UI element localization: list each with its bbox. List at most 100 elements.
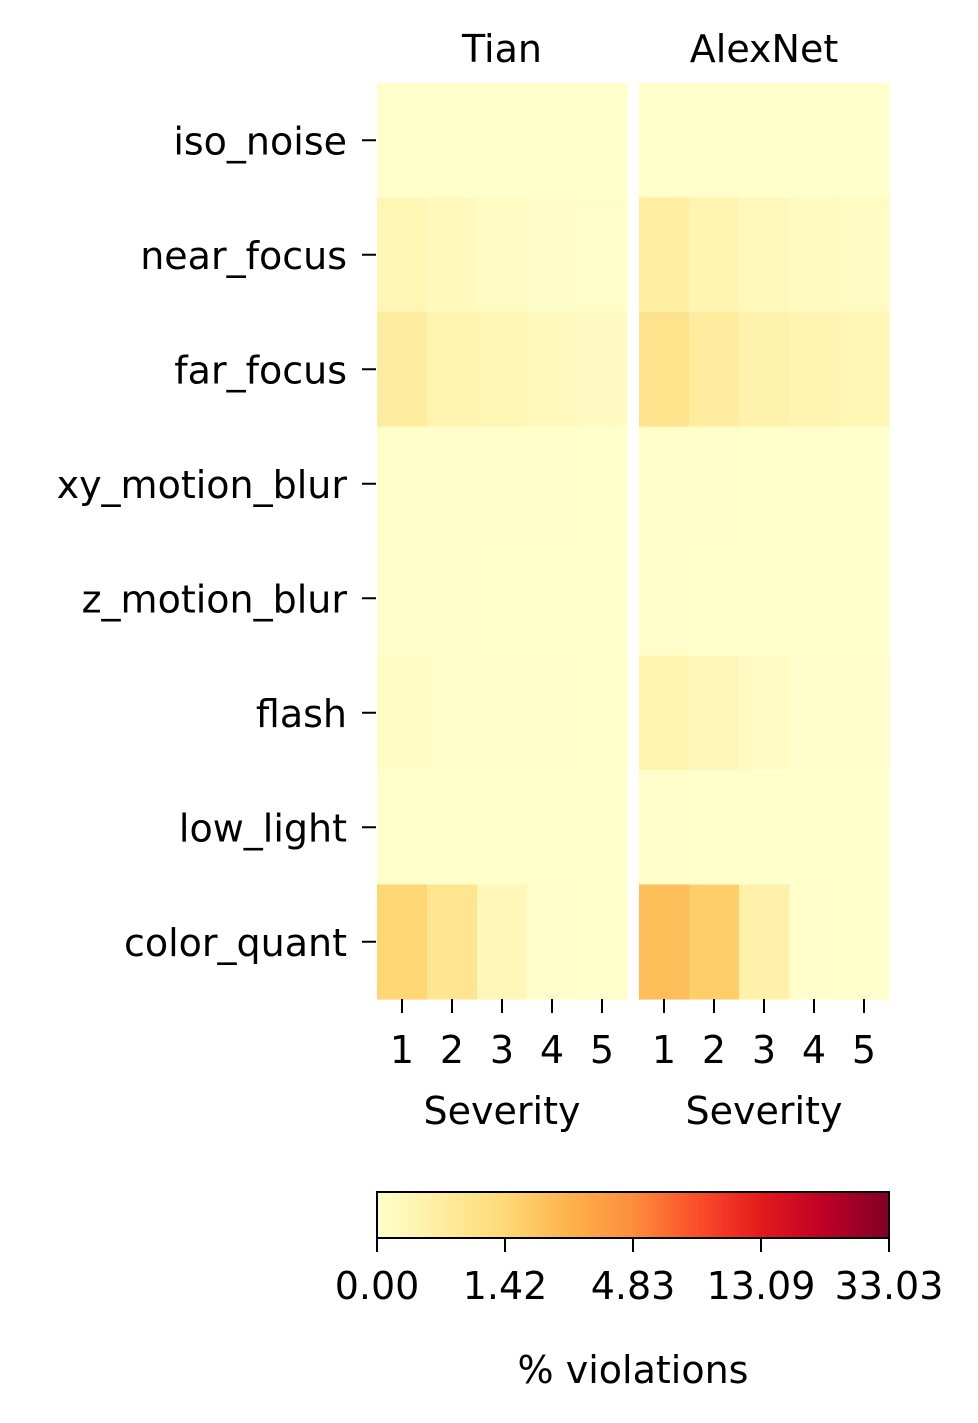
- y-tick-label: far_focus: [174, 348, 347, 392]
- heatmap-cell: [577, 197, 628, 313]
- colorbar-bar: [376, 1191, 890, 1239]
- x-tick-label: 3: [490, 1028, 514, 1072]
- y-tick-label: color_quant: [124, 921, 347, 965]
- x-tick-label: 4: [540, 1028, 564, 1072]
- heatmap-cell: [427, 770, 478, 886]
- heatmap-cell: [577, 655, 628, 771]
- heatmap-cell: [527, 312, 578, 428]
- x-tick-label: 1: [652, 1028, 676, 1072]
- heatmap-cell: [527, 541, 578, 657]
- heatmap-cell: [377, 312, 428, 428]
- heatmap-cell: [427, 655, 478, 771]
- heatmap-cell: [739, 541, 790, 657]
- heatmap-cell: [639, 884, 690, 1000]
- heatmap-cell: [577, 884, 628, 1000]
- heatmap-cell: [639, 541, 690, 657]
- heatmap-cell: [427, 541, 478, 657]
- heatmap-cell: [639, 655, 690, 771]
- heatmap-cell: [739, 884, 790, 1000]
- heatmap-cell: [377, 884, 428, 1000]
- heatmap-cell: [527, 655, 578, 771]
- colorbar: 0.00 1.42 4.83 13.09 33.03 % violations: [335, 1191, 943, 1392]
- heatmap-cell: [577, 541, 628, 657]
- heatmap-cell: [427, 83, 478, 199]
- heatmap-cell: [377, 426, 428, 542]
- heatmap-cell: [527, 197, 578, 313]
- heatmap-cell: [377, 83, 428, 199]
- heatmap-cell: [377, 770, 428, 886]
- heatmap-cell: [689, 541, 740, 657]
- x-axis-label: Severity: [424, 1089, 581, 1133]
- x-tick-label: 2: [440, 1028, 464, 1072]
- heatmap-cell: [739, 426, 790, 542]
- heatmap-cell: [739, 197, 790, 313]
- heatmap-cell: [639, 312, 690, 428]
- y-tick-label: flash: [256, 692, 347, 736]
- heatmap-cell: [789, 655, 840, 771]
- heatmap-cell: [789, 197, 840, 313]
- heatmap-cell: [739, 312, 790, 428]
- heatmap-cell: [377, 197, 428, 313]
- colorbar-tick-label: 1.42: [463, 1264, 548, 1308]
- heatmap-cell: [789, 541, 840, 657]
- heatmap-cell: [527, 770, 578, 886]
- y-axis: iso_noise near_focus far_focus xy_motion_bl…: [57, 119, 376, 965]
- colorbar-tick-label: 4.83: [591, 1264, 676, 1308]
- x-tick-label: 3: [752, 1028, 776, 1072]
- y-tick-label: near_focus: [140, 234, 347, 278]
- heatmap-cell: [639, 770, 690, 886]
- heatmap-cell: [689, 770, 740, 886]
- heatmap-cell: [639, 197, 690, 313]
- heatmap-cell: [477, 541, 528, 657]
- x-axis-label: Severity: [686, 1089, 843, 1133]
- heatmap-cell: [477, 312, 528, 428]
- heatmap-cell: [739, 655, 790, 771]
- heatmap-cell: [789, 426, 840, 542]
- heatmap-cell: [427, 884, 478, 1000]
- heatmap-cell: [527, 426, 578, 542]
- heatmap-cell: [639, 83, 690, 199]
- y-tick-label: low_light: [179, 806, 347, 850]
- heatmap-cell: [427, 197, 478, 313]
- y-tick-label: xy_motion_blur: [57, 463, 348, 507]
- heatmap-cell: [789, 312, 840, 428]
- heatmap-cell: [477, 197, 528, 313]
- x-tick-label: 1: [390, 1028, 414, 1072]
- heatmap-cell: [689, 83, 740, 199]
- heatmap-cell: [839, 770, 890, 886]
- heatmap-cell: [639, 426, 690, 542]
- colorbar-tick-label: 0.00: [335, 1264, 420, 1308]
- heatmap-cell: [577, 426, 628, 542]
- y-tick-label: iso_noise: [173, 119, 347, 163]
- heatmap-cell: [689, 655, 740, 771]
- heatmap-cell: [839, 83, 890, 199]
- heatmap-cell: [839, 655, 890, 771]
- x-tick-label: 2: [702, 1028, 726, 1072]
- heatmap-cell: [477, 426, 528, 542]
- heatmap-cell: [577, 312, 628, 428]
- heatmap-cell: [839, 884, 890, 1000]
- heatmap-cell: [377, 541, 428, 657]
- heatmap-cell: [789, 83, 840, 199]
- heatmap-cell: [789, 884, 840, 1000]
- heatmap-cell: [689, 884, 740, 1000]
- heatmap-cell: [527, 884, 578, 1000]
- heatmap-cell: [689, 426, 740, 542]
- colorbar-ticks: 0.00 1.42 4.83 13.09 33.03: [335, 1238, 943, 1308]
- panel-title: Tian: [461, 27, 542, 71]
- heatmap-cell: [577, 770, 628, 886]
- heatmap-cell: [839, 541, 890, 657]
- heatmap-cell: [477, 884, 528, 1000]
- heatmap-cell: [427, 312, 478, 428]
- heatmap-cell: [839, 426, 890, 542]
- colorbar-tick-label: 13.09: [707, 1264, 816, 1308]
- heatmap-cell: [739, 770, 790, 886]
- heatmap-cell: [739, 83, 790, 199]
- heatmap-cell: [527, 83, 578, 199]
- heatmap-cell: [477, 655, 528, 771]
- colorbar-label: % violations: [518, 1348, 749, 1392]
- heatmap-cell: [689, 312, 740, 428]
